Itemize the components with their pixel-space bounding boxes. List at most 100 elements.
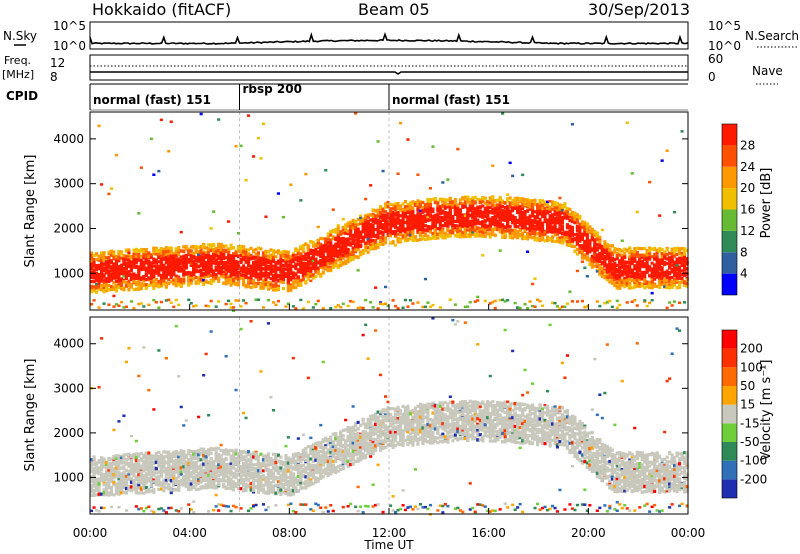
range-cell [90, 259, 94, 263]
range-cell [551, 207, 555, 211]
range-cell [316, 260, 320, 264]
range-cell [543, 217, 547, 222]
range-cell [364, 221, 368, 225]
range-cell [112, 285, 116, 289]
range-cell [466, 200, 470, 204]
range-cell [339, 252, 343, 256]
range-cell [511, 207, 515, 211]
range-cell [476, 205, 480, 209]
range-cell [209, 299, 213, 303]
range-cell [314, 263, 318, 268]
range-cell [543, 239, 547, 243]
range-cell [117, 252, 121, 256]
range-cell [538, 226, 542, 230]
range-cell [483, 225, 487, 229]
range-cell [344, 249, 348, 253]
range-cell [553, 217, 557, 221]
range-cell [486, 224, 490, 228]
range-cell [498, 211, 502, 215]
range-cell [247, 271, 251, 275]
range-cell [162, 248, 166, 252]
range-cell [528, 228, 532, 233]
range-cell [418, 209, 422, 212]
range-cell [443, 217, 447, 221]
range-cell [463, 229, 467, 233]
range-cell [418, 217, 422, 221]
range-cell [471, 207, 475, 211]
range-cell [286, 252, 290, 257]
range-cell [192, 273, 196, 277]
range-cell [321, 246, 325, 251]
range-cell [406, 221, 410, 225]
range-cell [207, 274, 211, 278]
range-cell [122, 261, 126, 265]
range-cell [463, 217, 467, 221]
range-cell [493, 219, 497, 223]
range-cell [112, 250, 116, 254]
range-cell [558, 196, 562, 200]
range-cell [90, 290, 94, 294]
range-cell [271, 268, 275, 272]
range-cell [227, 256, 231, 261]
range-cell [446, 219, 450, 223]
range-cell [366, 230, 370, 234]
range-cell [533, 230, 537, 234]
range-cell [411, 224, 415, 228]
range-cell [366, 242, 370, 246]
range-cell [229, 265, 233, 270]
range-cell [418, 233, 422, 237]
range-cell [167, 150, 171, 153]
range-cell [319, 261, 323, 265]
range-cell [162, 263, 166, 268]
range-cell [536, 298, 540, 301]
range-cell [254, 247, 258, 252]
range-cell [438, 306, 442, 309]
range-cell [521, 231, 525, 235]
range-cell [252, 155, 256, 158]
range-cell [296, 255, 300, 260]
range-cell [239, 268, 243, 272]
range-cell [239, 305, 243, 308]
range-cell [423, 277, 427, 281]
range-cell [291, 276, 295, 280]
range-cell [242, 278, 246, 282]
range-cell [478, 230, 482, 234]
range-cell [194, 280, 198, 284]
range-cell [152, 252, 156, 256]
range-cell [349, 237, 353, 241]
range-cell [543, 202, 547, 207]
range-cell [154, 261, 158, 265]
range-cell [124, 270, 128, 274]
range-cell [401, 211, 405, 216]
range-cell [516, 219, 520, 223]
range-cell [374, 238, 378, 242]
range-cell [124, 265, 128, 269]
range-cell [177, 264, 181, 268]
range-cell [384, 224, 388, 228]
range-cell [139, 282, 143, 286]
range-cell [271, 283, 275, 287]
range-cell [394, 304, 398, 308]
range-cell [364, 298, 368, 302]
range-cell [555, 237, 559, 241]
range-cell [361, 222, 365, 226]
range-cell [456, 205, 460, 209]
range-cell [354, 234, 358, 239]
range-cell [516, 306, 520, 309]
range-cell [329, 233, 333, 237]
range-cell [478, 198, 482, 202]
range-cell [271, 288, 275, 292]
range-cell [346, 257, 350, 261]
range-cell [438, 197, 442, 201]
range-cell [473, 226, 477, 230]
range-cell [391, 207, 395, 211]
range-cell [271, 301, 275, 304]
range-cell [453, 224, 457, 228]
range-cell [309, 248, 313, 252]
range-cell [209, 246, 213, 250]
range-cell [95, 264, 99, 268]
range-cell [97, 124, 101, 128]
range-cell [152, 298, 156, 302]
range-cell [446, 198, 450, 202]
range-cell [187, 275, 191, 279]
